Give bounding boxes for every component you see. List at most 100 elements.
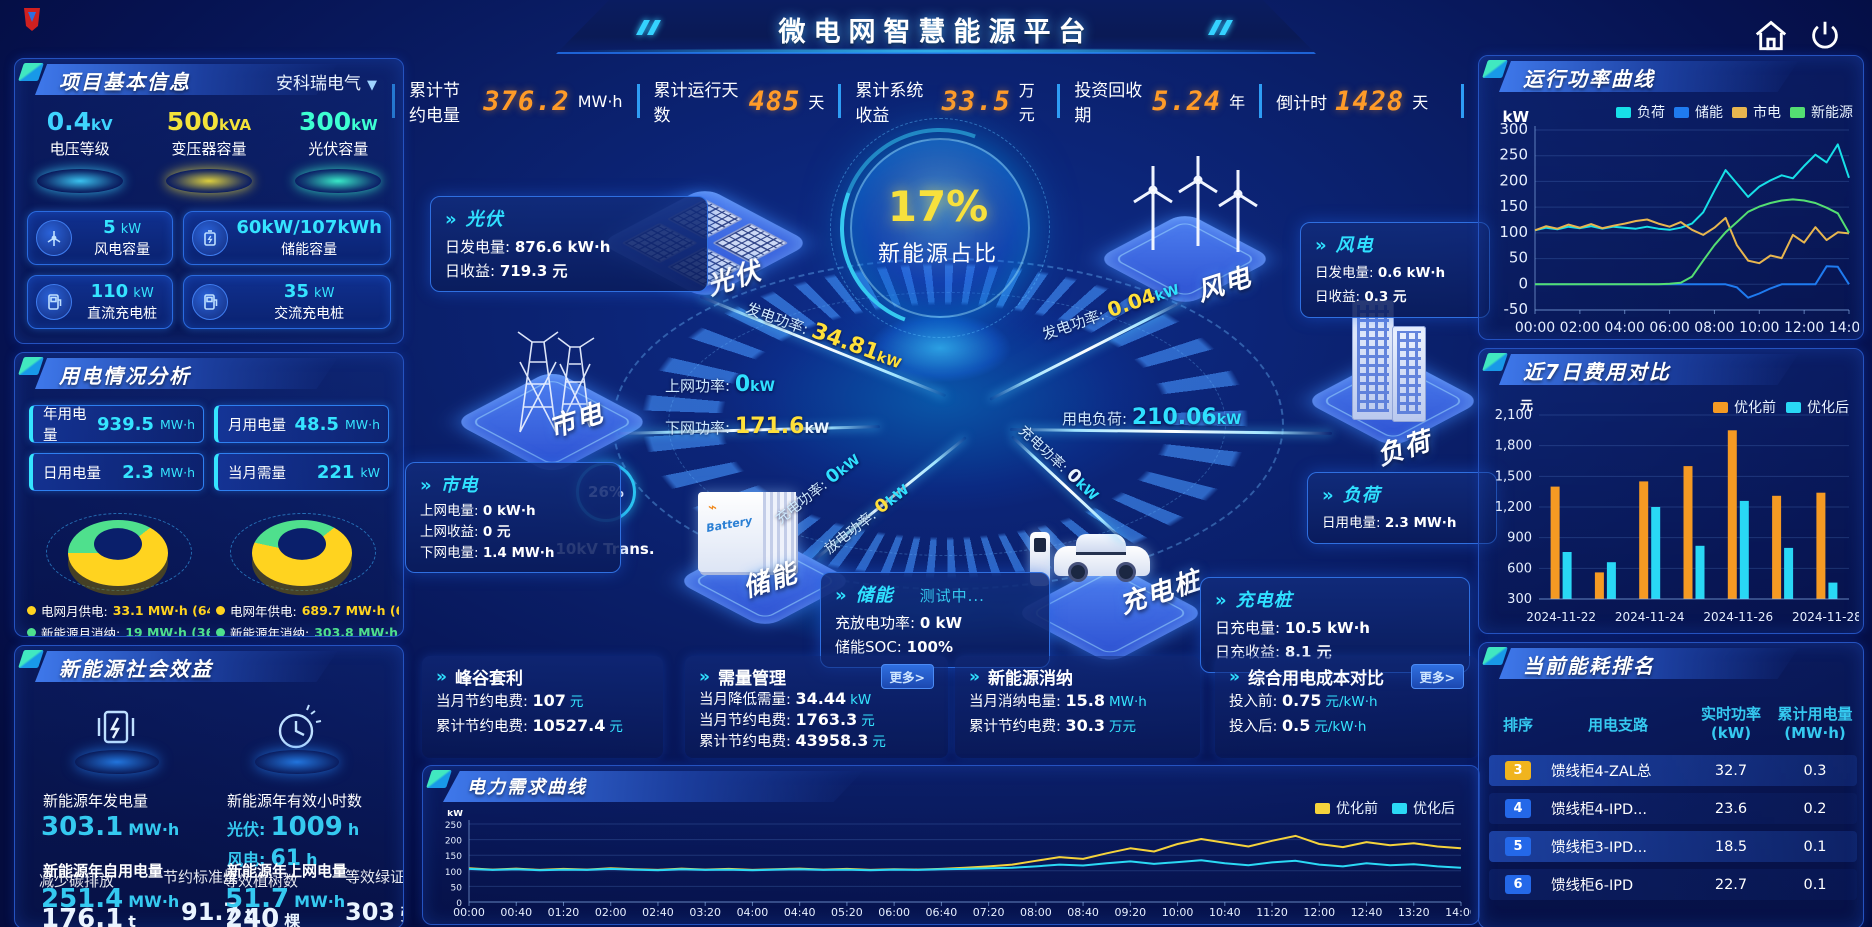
table-body: 3 馈线柜4-ZAL总 32.7 0.3 4 馈线柜4-IPD... 23.6 … — [1489, 755, 1857, 900]
co2-value: 176.1 t — [41, 904, 136, 927]
pedestal-glow — [75, 750, 159, 774]
logo — [22, 6, 42, 32]
capbox-storage: 60kW/107kWh 储能容量 — [183, 211, 391, 265]
svg-text:08:00: 08:00 — [1020, 906, 1052, 919]
capbox-dc-charger: 110 kW 直流充电桩 — [27, 275, 174, 329]
svg-text:2024-11-26: 2024-11-26 — [1703, 610, 1773, 624]
svg-text:00:00: 00:00 — [453, 906, 485, 919]
stat-year-usage: 年用电量 939.5 MW·h — [29, 405, 204, 444]
panel-benefit-title: 新能源社会效益 — [59, 657, 213, 681]
legend-after-optim[interactable]: 优化后 — [1392, 798, 1455, 818]
new-energy-percent-label: 新能源占比 — [877, 242, 998, 267]
svg-text:0: 0 — [456, 899, 462, 909]
capacity-voltage: 0.4kV 电压等级 — [21, 107, 139, 193]
legend-storage[interactable]: 储能 — [1674, 102, 1723, 122]
svg-text:200: 200 — [1499, 171, 1528, 189]
legend-after-optim[interactable]: 优化后 — [1786, 397, 1849, 417]
panel-cost7: 近7日费用对比 优化前 优化后 2,100 1,800 1,500 1,200 900 6… — [1478, 348, 1864, 634]
panel-corner-icon — [18, 63, 44, 81]
svg-text:300: 300 — [1507, 592, 1532, 607]
kpi-saved-energy: 累计节约电量 376.2 MW·h — [392, 81, 637, 126]
pv-info-box: » 光伏 日发电量: 876.6 kW·h 日收益: 719.3 元 — [430, 196, 708, 292]
svg-text:00:00: 00:00 — [1515, 320, 1555, 336]
demand-mgmt-more-button[interactable]: 更多> — [880, 664, 934, 689]
panel-usage-header: 用电情况分析 — [15, 353, 403, 393]
clock-icon — [267, 702, 325, 760]
panel-run-power: 运行功率曲线 负荷 储能 市电 新能源 300 250 200 150 100 50 0 -5… — [1478, 55, 1864, 340]
coal-value: 91.7 t — [181, 898, 253, 926]
svg-text:2024-11-28: 2024-11-28 — [1792, 610, 1859, 624]
capbox-ac-charger: 35 kW 交流充电桩 — [183, 275, 391, 329]
capbox-wind: 5 kW 风电容量 — [27, 211, 174, 265]
svg-text:1,800: 1,800 — [1495, 439, 1532, 454]
arrow-icon: » — [1229, 666, 1240, 687]
table-header-row: 排序 用电支路 实时功率 (kW) 累计用电量 (MW·h) — [1502, 705, 1853, 742]
svg-text:03:20: 03:20 — [689, 906, 721, 919]
legend-grid-month: 电网月供电: 33.1 MW·h (64%) — [27, 601, 210, 620]
panel-peak-valley: » 峰谷套利 当月节约电费: 107 元 累计节约电费: 10527.4 元 — [422, 656, 663, 758]
new-energy-percent: 17% — [887, 182, 989, 231]
panel-ne-consumption: » 新能源消纳 当月消纳电量: 15.8 MW·h 累计节约电费: 30.3 万元 — [955, 656, 1200, 758]
glow-ring — [36, 169, 123, 193]
svg-text:100: 100 — [445, 868, 462, 878]
arrow-icon: » — [699, 666, 710, 687]
company-select[interactable]: 安科瑞电气 ▼ — [276, 74, 377, 94]
battery-icon — [192, 220, 229, 256]
table-row[interactable]: 3 馈线柜4-ZAL总 32.7 0.3 — [1489, 755, 1857, 786]
tree-label: 等效植树数 — [223, 872, 299, 890]
svg-text:kW: kW — [447, 810, 463, 819]
panel-project-header: 项目基本信息 安科瑞电气 ▼ — [15, 59, 403, 99]
run-power-legend: 负荷 储能 市电 新能源 — [1616, 102, 1853, 122]
grid-info-box: » 市电 上网电量: 0 kW·h 上网收益: 0 元 下网电量: 1.4 MW·… — [405, 462, 621, 573]
gen-value: 303.1 MW·h — [41, 812, 180, 842]
kpi-bar: 累计节约电量 376.2 MW·h 累计运行天数 485 天 累计系统收益 33… — [392, 80, 1464, 126]
panel-corner-icon — [426, 770, 452, 788]
svg-text:10:00: 10:00 — [1739, 320, 1779, 336]
power-icon[interactable] — [1806, 17, 1844, 55]
arrow-icon: » — [420, 475, 433, 496]
svg-text:2024-11-22: 2024-11-22 — [1526, 610, 1596, 624]
panel-demand-mgmt: » 需量管理 更多> 当月降低需量: 34.44 kW 当月节约电费: 1763.3… — [685, 656, 948, 758]
demand-chart-legend: 优化前 优化后 — [1315, 798, 1455, 818]
svg-text:12:00: 12:00 — [1784, 320, 1824, 336]
svg-text:06:00: 06:00 — [1649, 320, 1689, 336]
glow-ring — [165, 169, 252, 193]
svg-text:150: 150 — [445, 852, 462, 862]
legend-load[interactable]: 负荷 — [1616, 102, 1665, 122]
stat-day-usage: 日用电量 2.3 MW·h — [29, 453, 204, 491]
legend-grid[interactable]: 市电 — [1732, 102, 1781, 122]
cost-compare-more-button[interactable]: 更多> — [1410, 664, 1464, 689]
capacity-pv: 300kW 光伏容量 — [279, 107, 397, 193]
svg-text:250: 250 — [1499, 146, 1528, 164]
title-band-glow — [556, 48, 1316, 54]
panel-run-power-title: 运行功率曲线 — [1523, 67, 1655, 91]
legend-before-optim[interactable]: 优化前 — [1713, 397, 1776, 417]
svg-text:1,500: 1,500 — [1495, 469, 1532, 484]
load-info-box: » 负荷 日用电量: 2.3 MW·h — [1307, 472, 1497, 544]
gen-label: 新能源年发电量 — [43, 792, 149, 810]
svg-text:00:40: 00:40 — [500, 906, 532, 919]
co2-label: 减少碳排放 — [39, 872, 115, 890]
svg-text:1,200: 1,200 — [1495, 500, 1532, 515]
home-icon[interactable] — [1752, 17, 1790, 55]
battery-container-icon: ⌁ Battery — [698, 492, 796, 572]
table-row[interactable]: 6 馈线柜6-IPD 22.7 0.1 — [1489, 869, 1857, 900]
chevron-down-icon: ▼ — [367, 78, 377, 93]
testing-badge: 测试中... — [919, 587, 985, 605]
svg-text:0: 0 — [1518, 274, 1528, 292]
table-row[interactable]: 5 馈线柜3-IPD... 18.5 0.1 — [1489, 831, 1857, 862]
legend-newenergy[interactable]: 新能源 — [1790, 102, 1853, 122]
svg-text:50: 50 — [1509, 249, 1528, 267]
panel-usage-title: 用电情况分析 — [59, 364, 191, 388]
arrow-icon: » — [1315, 235, 1328, 256]
building-icon — [1352, 300, 1394, 420]
flow-to-grid: 上网功率: 0kW — [665, 372, 775, 397]
table-row[interactable]: 4 馈线柜4-IPD... 23.6 0.2 — [1489, 793, 1857, 824]
export-label: 新能源年上网电量 — [227, 862, 348, 880]
ac-charger-icon — [192, 284, 229, 320]
panel-benefit-header: 新能源社会效益 — [15, 646, 403, 686]
power-towers-icon — [517, 331, 595, 433]
legend-before-optim[interactable]: 优化前 — [1315, 798, 1378, 818]
arrow-icon: » — [445, 209, 458, 230]
month-supply-donut-chart — [43, 503, 193, 599]
